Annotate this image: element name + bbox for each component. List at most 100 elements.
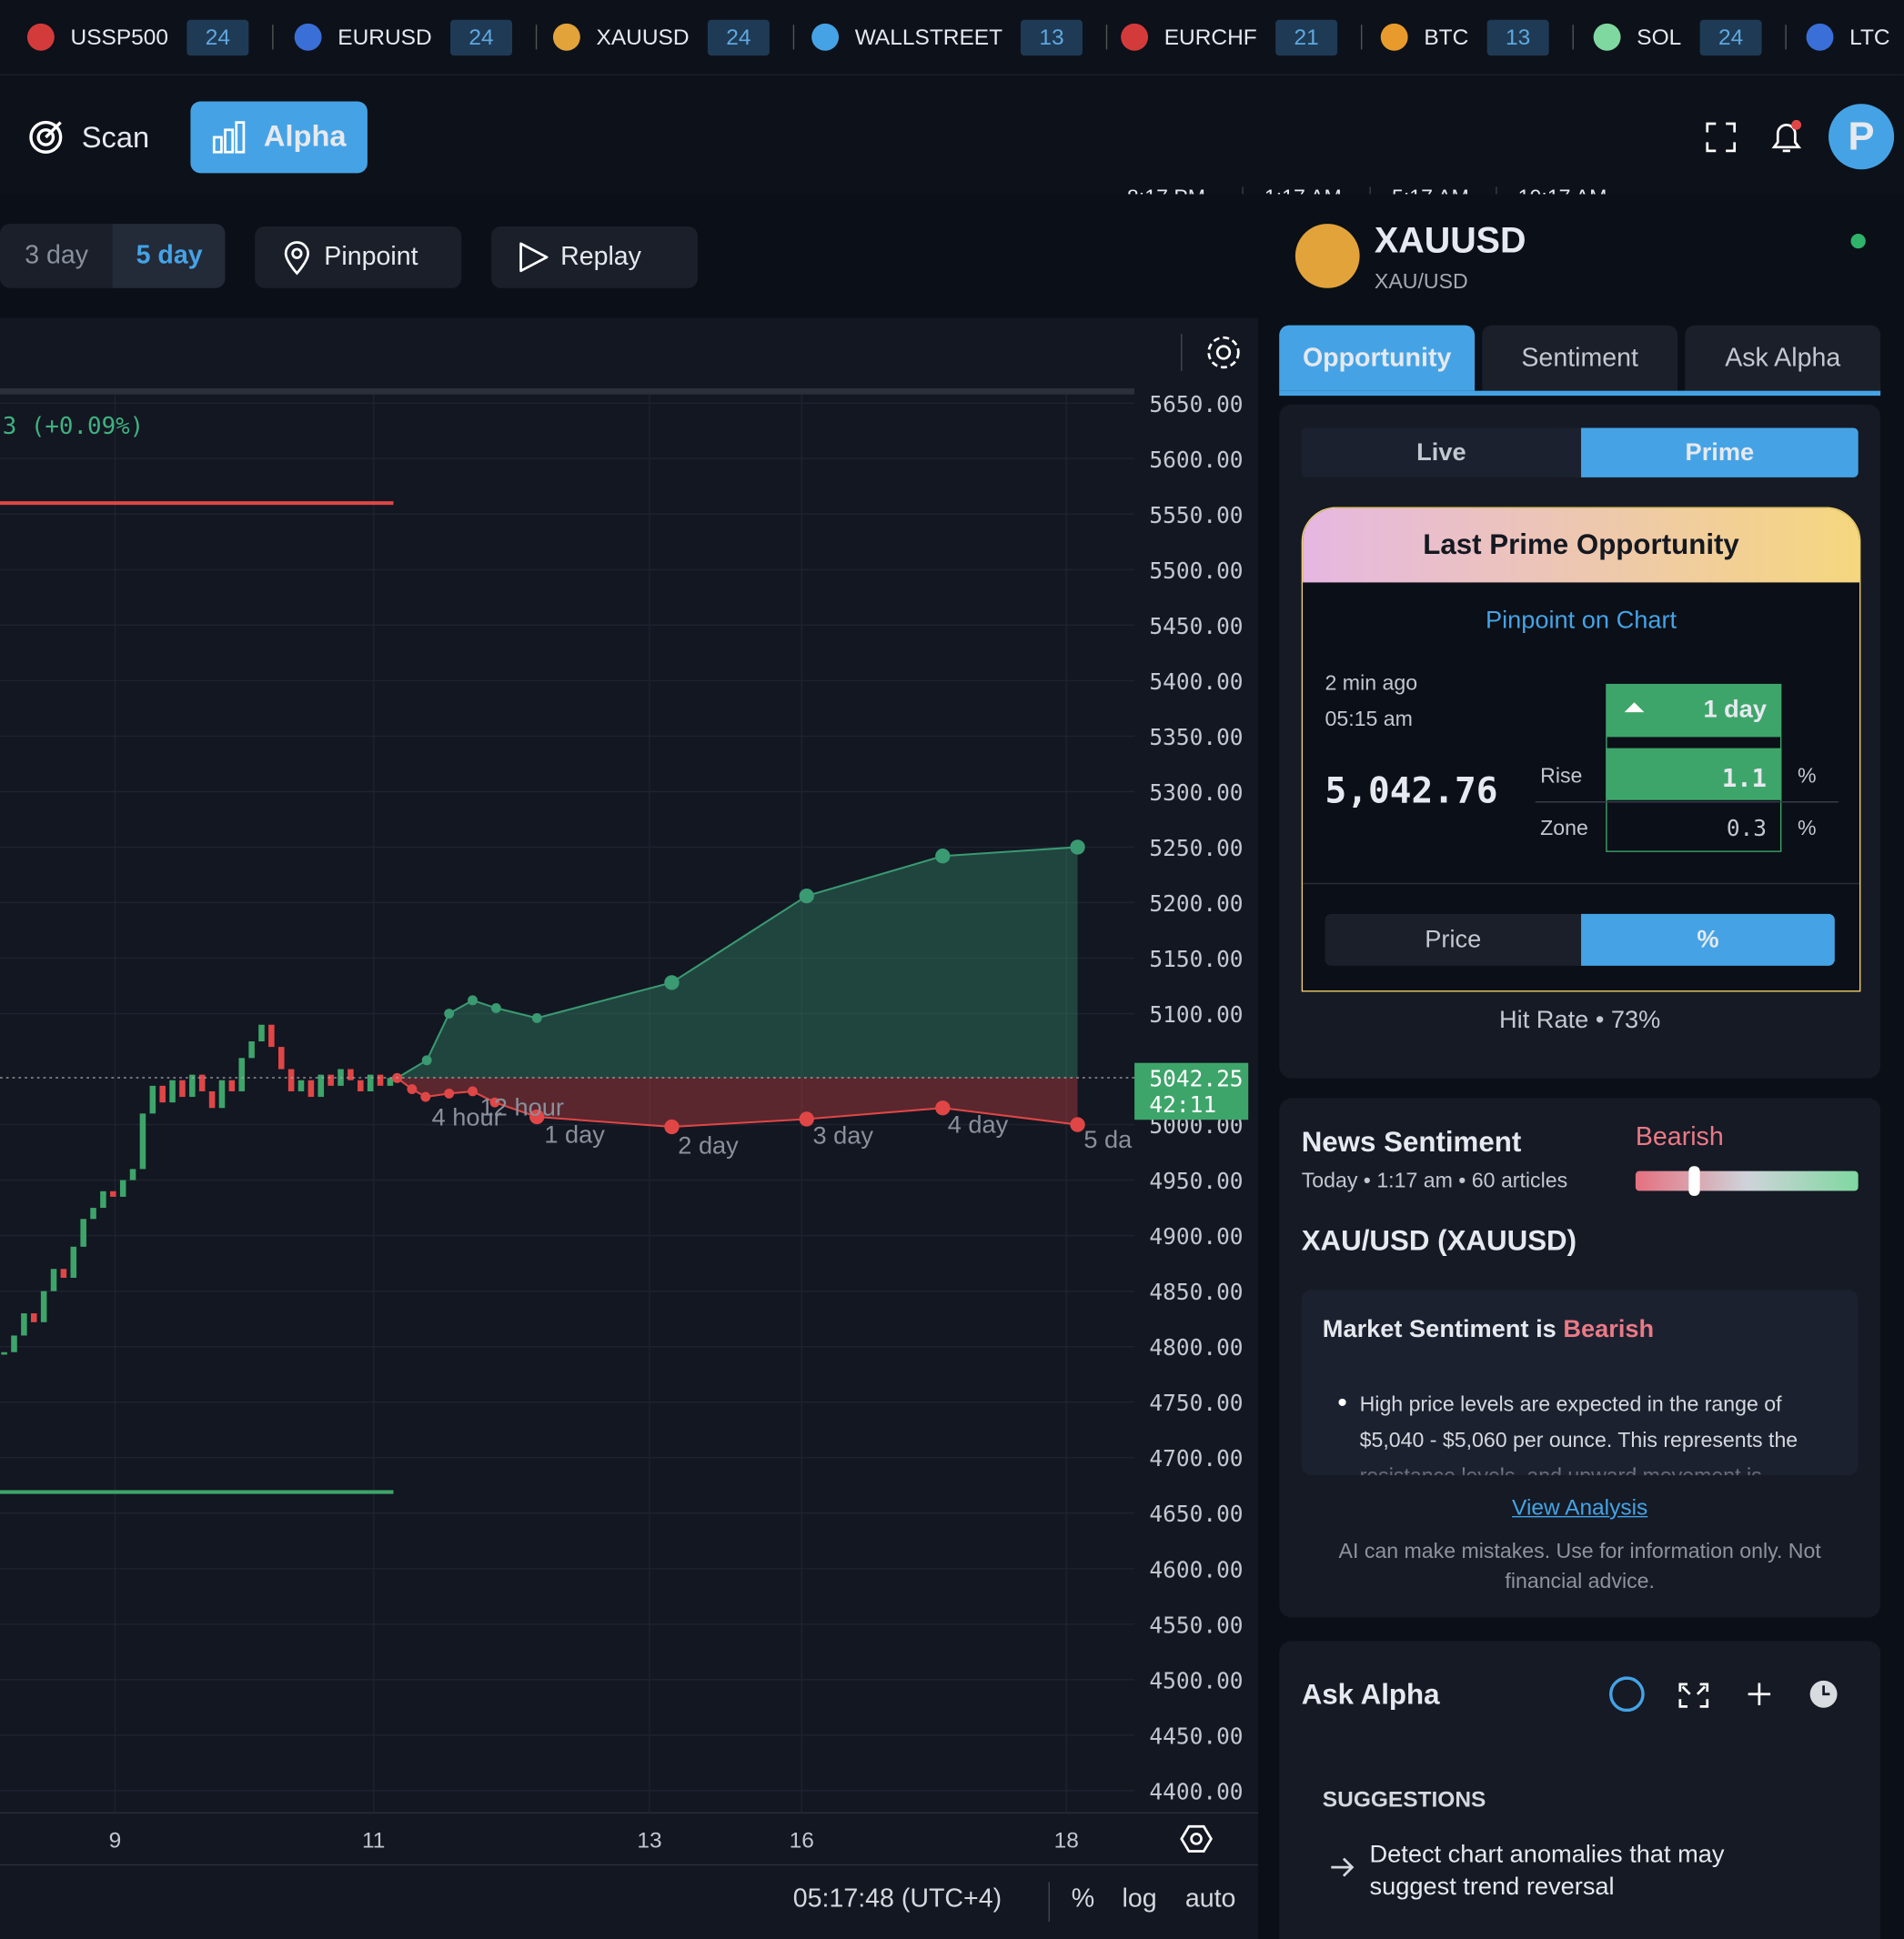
y-tick-label: 4400.00 [1149,1778,1243,1804]
axis-mode[interactable]: % [1071,1884,1095,1914]
scan-icon [29,120,63,154]
forecast-lower-point [489,1097,500,1108]
y-tick-label: 5200.00 [1149,890,1243,917]
pinpoint-label: Pinpoint [324,242,418,271]
toggle-option[interactable]: Prime [1581,427,1859,477]
news-asset: XAU/USD (XAUUSD) [1301,1224,1577,1257]
chart-top-rule [0,387,1135,395]
candle [238,1058,246,1091]
sentiment-marker [1688,1166,1700,1196]
x-tick-label: 16 [790,1828,814,1853]
price-tag [1134,1062,1249,1120]
prime-header [1303,507,1860,583]
candle [11,1335,17,1352]
view-analysis[interactable]: View Analysis [1512,1494,1648,1521]
ticker-symbol[interactable]: WALLSTREET [854,25,1003,50]
settings-icon[interactable] [1207,336,1240,369]
candle [100,1191,106,1209]
forecast-upper-line [397,846,1078,1080]
range-3[interactable]: 3 day [25,241,89,270]
unit-percent[interactable]: % [1581,913,1835,966]
forecast-upper-point [664,975,680,990]
chart-time: 05:17:48 (UTC+4) [792,1884,1002,1914]
y-tick-label: 4750.00 [1149,1390,1243,1416]
candle [228,1080,236,1091]
candle [60,1269,67,1278]
alpha-icon [213,121,246,154]
sentiment-bar [1635,1170,1859,1191]
candle [21,1313,27,1336]
rise-label: Rise [1540,764,1583,789]
candle [149,1085,156,1114]
axis-mode[interactable]: log [1122,1884,1157,1914]
rule [1535,801,1839,803]
unit-price[interactable]: Price [1325,913,1582,966]
y-tick-label: 4500.00 [1149,1667,1243,1693]
bullet: High price levels are expected in the ra… [1359,1392,1798,1475]
forecast-lower-point [420,1091,431,1102]
news-meta: Today • 1:17 am • 60 articles [1301,1168,1568,1192]
tab[interactable]: Opportunity [1279,325,1476,391]
chart: 3 (+0.09%) 5650.00 5600.00 5550.00 5500.00 5… [0,334,1259,1922]
forecast-upper-area [397,847,1078,1079]
toolbar: 3 day 5 day Pinpoint Replay [0,194,1259,318]
horizon-label: 12 hour [480,1092,564,1120]
y-tick-label: 4700.00 [1149,1445,1243,1472]
heading-value: Bearish [1563,1315,1655,1343]
toggle-option[interactable]: Live [1301,427,1582,477]
y-tick-label: 4450.00 [1149,1723,1243,1749]
prime-box: Last Prime Opportunity Pinpoint on Chart… [1301,507,1861,992]
ticker-count: 24 [450,19,513,56]
rise-box [1606,748,1782,800]
ticker-bar: USSP500 24 EURUSD 24 XAUUSD 24 WALLSTREET 13 EUR… [0,0,1904,75]
ticker-symbol[interactable]: LTC [1849,25,1890,50]
separator [535,25,538,50]
tab[interactable]: Sentiment [1482,325,1678,391]
ticker-symbol[interactable]: EURUSD [337,25,432,50]
range-5[interactable]: 5 day [136,241,203,270]
candle [317,1074,325,1098]
ticker-symbol[interactable]: USSP500 [70,25,169,50]
alpha-button[interactable]: Alpha [190,101,368,174]
ticker-icon [811,23,840,51]
axis-mode[interactable]: auto [1184,1884,1236,1914]
candle [1,1351,7,1355]
scan[interactable]: Scan [81,121,150,155]
bullet-dot [1338,1398,1346,1406]
ticker-icon [294,23,322,51]
avatar[interactable]: P [1828,104,1895,170]
forecast-lower-point [799,1111,814,1127]
pinpoint-button[interactable]: Pinpoint [255,226,462,288]
candle [287,1069,295,1091]
candle [258,1024,265,1042]
ticker-icon [1121,23,1149,51]
ticker-symbol[interactable]: BTC [1424,25,1469,50]
bell-icon[interactable] [1769,117,1804,157]
play-icon [519,242,549,273]
candle [367,1074,374,1091]
asset-pair: XAU/USD [1374,269,1468,294]
forecast-upper-point [444,1009,455,1019]
y-tick-label: 4800.00 [1149,1334,1243,1361]
fullscreen-icon[interactable] [1705,121,1737,153]
pinpoint-link[interactable]: Pinpoint on Chart [1485,607,1677,635]
y-tick-label: 5400.00 [1149,668,1243,695]
separator [1785,25,1787,50]
side-panel: XAUUSD XAU/USD Opportunity Sentiment Ask A… [1258,194,1904,1939]
ask-icons[interactable] [1606,1673,1853,1715]
forecast-lower-point [664,1119,680,1135]
axis-settings-icon[interactable] [1180,1824,1213,1853]
status-dot [1850,233,1866,249]
ticker-symbol[interactable]: SOL [1637,25,1682,50]
y-tick-label: 4550.00 [1149,1612,1243,1638]
ticker-symbol[interactable]: EURCHF [1164,25,1257,50]
y-tick-label: 4900.00 [1149,1223,1243,1250]
tab[interactable]: Ask Alpha [1685,325,1881,391]
x-tick-label: 13 [637,1828,661,1853]
ticker-count: 13 [1486,19,1549,56]
suggestion[interactable]: Detect chart anomalies that may suggest … [1369,1841,1725,1901]
x-tick-label: 18 [1054,1828,1079,1853]
replay-button[interactable]: Replay [490,226,699,288]
ticker-symbol[interactable]: XAUUSD [596,25,690,50]
x-tick-label: 9 [109,1828,122,1853]
